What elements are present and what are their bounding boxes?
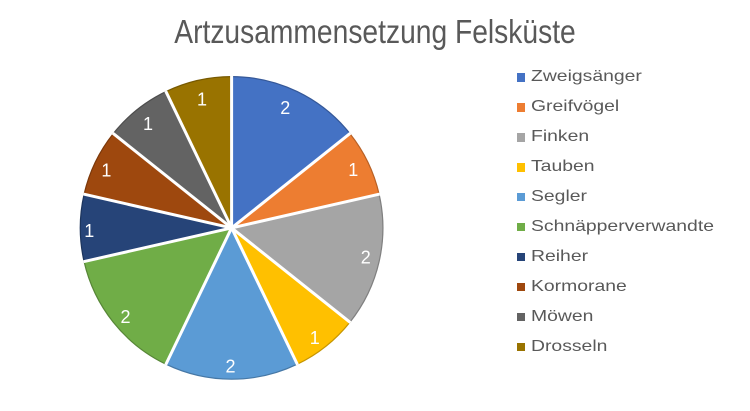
svg-text:1: 1: [310, 328, 320, 348]
svg-text:1: 1: [197, 90, 207, 110]
svg-text:2: 2: [225, 356, 235, 376]
svg-text:1: 1: [84, 221, 94, 241]
svg-text:1: 1: [348, 160, 358, 180]
svg-text:1: 1: [143, 114, 153, 134]
svg-text:2: 2: [120, 307, 130, 327]
svg-text:2: 2: [361, 248, 371, 268]
svg-text:2: 2: [280, 98, 290, 118]
svg-text:1: 1: [101, 160, 111, 180]
